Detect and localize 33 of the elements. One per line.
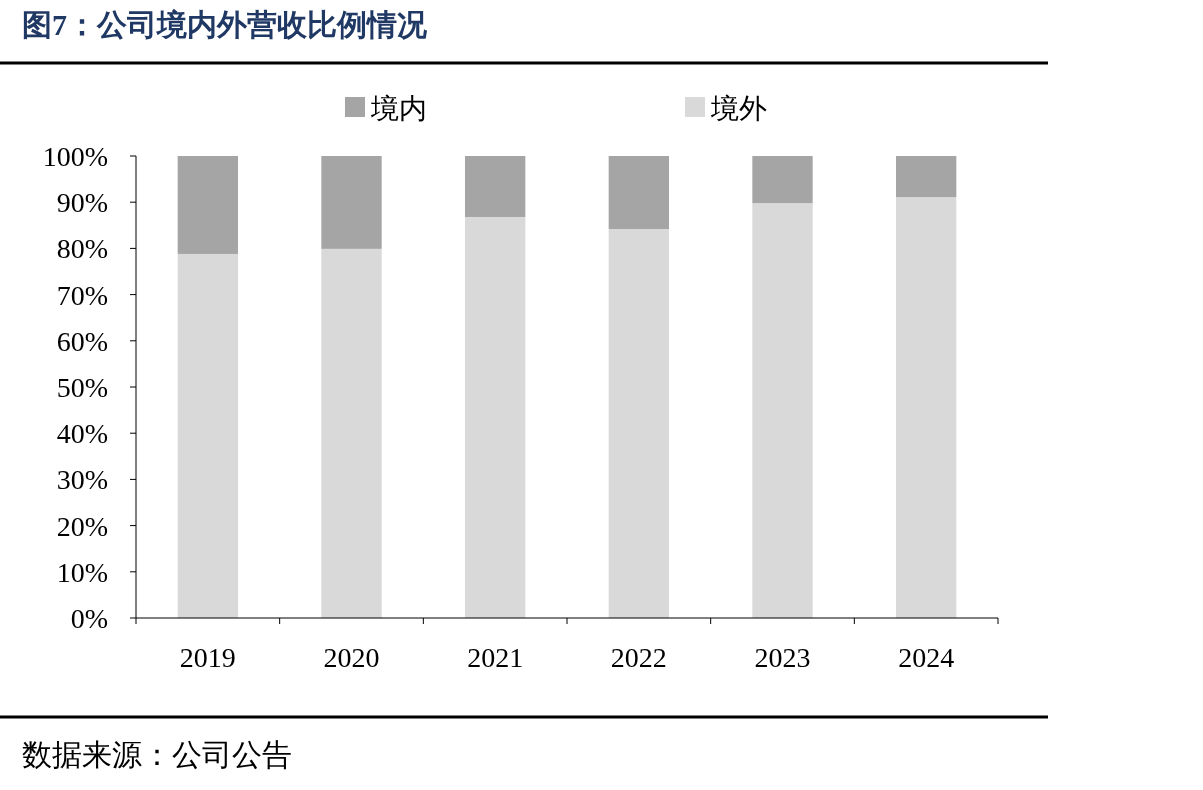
bar [608,229,669,618]
y-tick-label: 80% [56,233,108,265]
bar [321,156,382,249]
chart-title: 图7：公司境内外营收比例情况 [22,8,428,41]
y-tick-label: 20% [56,510,108,542]
x-tick-label: 2023 [754,642,811,673]
bar [465,216,526,618]
y-tick-label: 30% [56,464,108,496]
x-tick-label: 2024 [898,642,955,673]
bar [752,203,813,618]
y-tick-label: 70% [56,279,108,311]
x-tick-label: 2020 [323,642,380,673]
y-tick-label: 40% [56,418,108,450]
x-tick-label: 2019 [179,642,236,673]
y-tick-label: 60% [56,325,108,357]
bar [896,156,957,198]
bar [177,156,238,254]
y-tick-label: 50% [56,372,108,403]
bar [177,253,238,618]
bar [465,156,526,217]
bar [896,197,957,618]
bar [321,248,382,618]
y-tick-label: 90% [56,187,108,219]
x-tick-label: 2022 [610,642,667,673]
y-tick-label: 100% [42,141,108,172]
legend-label: 境外 [710,93,767,124]
bar [752,156,813,204]
source-note: 数据来源：公司公告 [22,738,292,771]
legend-label: 境内 [370,93,427,124]
y-tick-label: 10% [56,556,108,588]
y-tick-label: 0% [70,603,108,634]
x-tick-label: 2021 [467,642,524,673]
bar [608,156,669,229]
